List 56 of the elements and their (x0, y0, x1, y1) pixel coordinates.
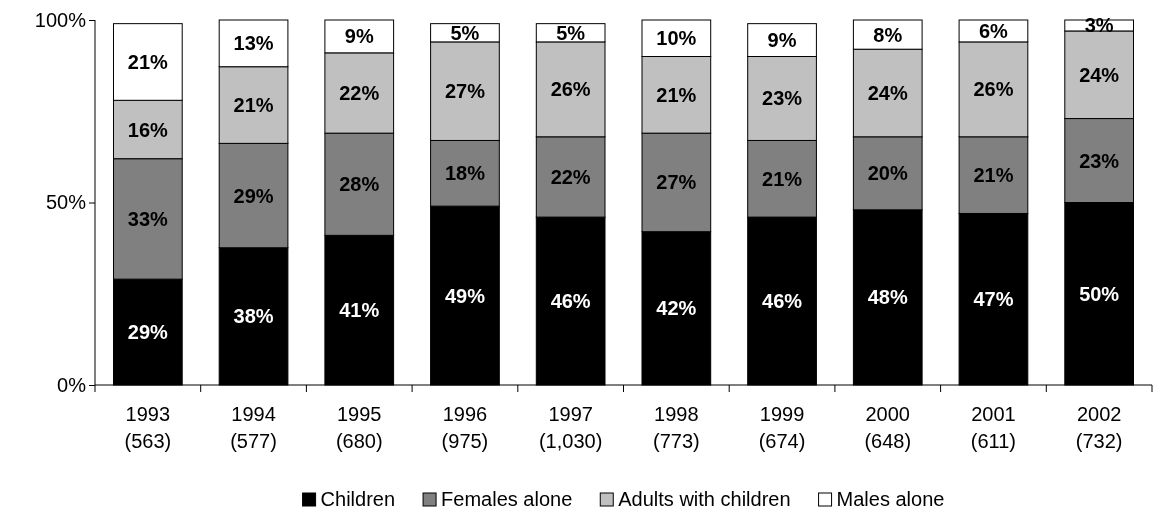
x-tick-label: 1994 (577) (230, 403, 277, 452)
x-tick-label: 1998 (773) (653, 403, 700, 452)
x-tick-label: 2002 (732) (1075, 403, 1123, 452)
data-label: 10% (656, 27, 697, 50)
data-label: 21% (656, 83, 697, 106)
data-label: 9% (344, 25, 374, 48)
x-tick-label: 1999 (674) (758, 403, 806, 452)
data-label: 18% (444, 162, 486, 185)
data-label: 46% (550, 290, 591, 313)
x-tick-label: 1997 (1,030) (538, 403, 603, 452)
data-label: 33% (127, 207, 169, 230)
data-label: 26% (550, 78, 591, 101)
data-label: 49% (444, 284, 486, 307)
legend-label: Females alone (441, 488, 573, 510)
x-tick-label: 1996 (975) (441, 403, 489, 452)
data-label: 21% (762, 167, 803, 190)
data-label: 26% (973, 78, 1014, 101)
data-label: 24% (1079, 63, 1120, 86)
data-label: 29% (233, 184, 274, 207)
data-label: 27% (444, 80, 486, 103)
data-label: 9% (767, 29, 797, 52)
data-label: 22% (550, 165, 591, 188)
data-label: 28% (339, 173, 380, 196)
data-label: 13% (233, 32, 274, 55)
data-label: 38% (233, 305, 274, 328)
legend-label: Males alone (836, 488, 945, 510)
data-label: 23% (1079, 149, 1120, 172)
x-tick-label: 1993 (563) (124, 403, 172, 452)
data-label: 48% (867, 286, 908, 309)
data-label: 21% (233, 94, 274, 117)
y-tick-label: 50% (45, 191, 87, 214)
data-label: 21% (973, 164, 1014, 187)
data-label: 23% (762, 87, 803, 110)
x-tick-label: 2000 (648) (864, 403, 912, 452)
data-label: 8% (873, 23, 903, 46)
data-label: 46% (762, 290, 803, 313)
data-label: 42% (656, 297, 697, 320)
data-label: 21% (127, 50, 169, 73)
x-tick-label: 2001 (611) (970, 403, 1017, 452)
data-label: 24% (867, 82, 908, 104)
data-label: 27% (656, 171, 697, 194)
data-label: 20% (867, 162, 908, 185)
data-label: 41% (339, 299, 380, 322)
legend-label: Adults with children (618, 488, 791, 510)
data-label: 5% (450, 21, 480, 44)
y-tick-label: 100% (34, 8, 87, 31)
x-tick-label: 1995 (680) (335, 403, 383, 452)
data-label: 47% (973, 288, 1014, 311)
data-label: 6% (979, 19, 1009, 42)
data-label: 5% (556, 21, 586, 44)
data-label: 50% (1079, 282, 1120, 305)
data-label: 16% (127, 118, 169, 141)
data-label: 29% (127, 321, 169, 344)
data-label: 22% (339, 82, 380, 104)
y-tick-label: 0% (57, 373, 87, 396)
legend-label: Children (320, 488, 396, 510)
